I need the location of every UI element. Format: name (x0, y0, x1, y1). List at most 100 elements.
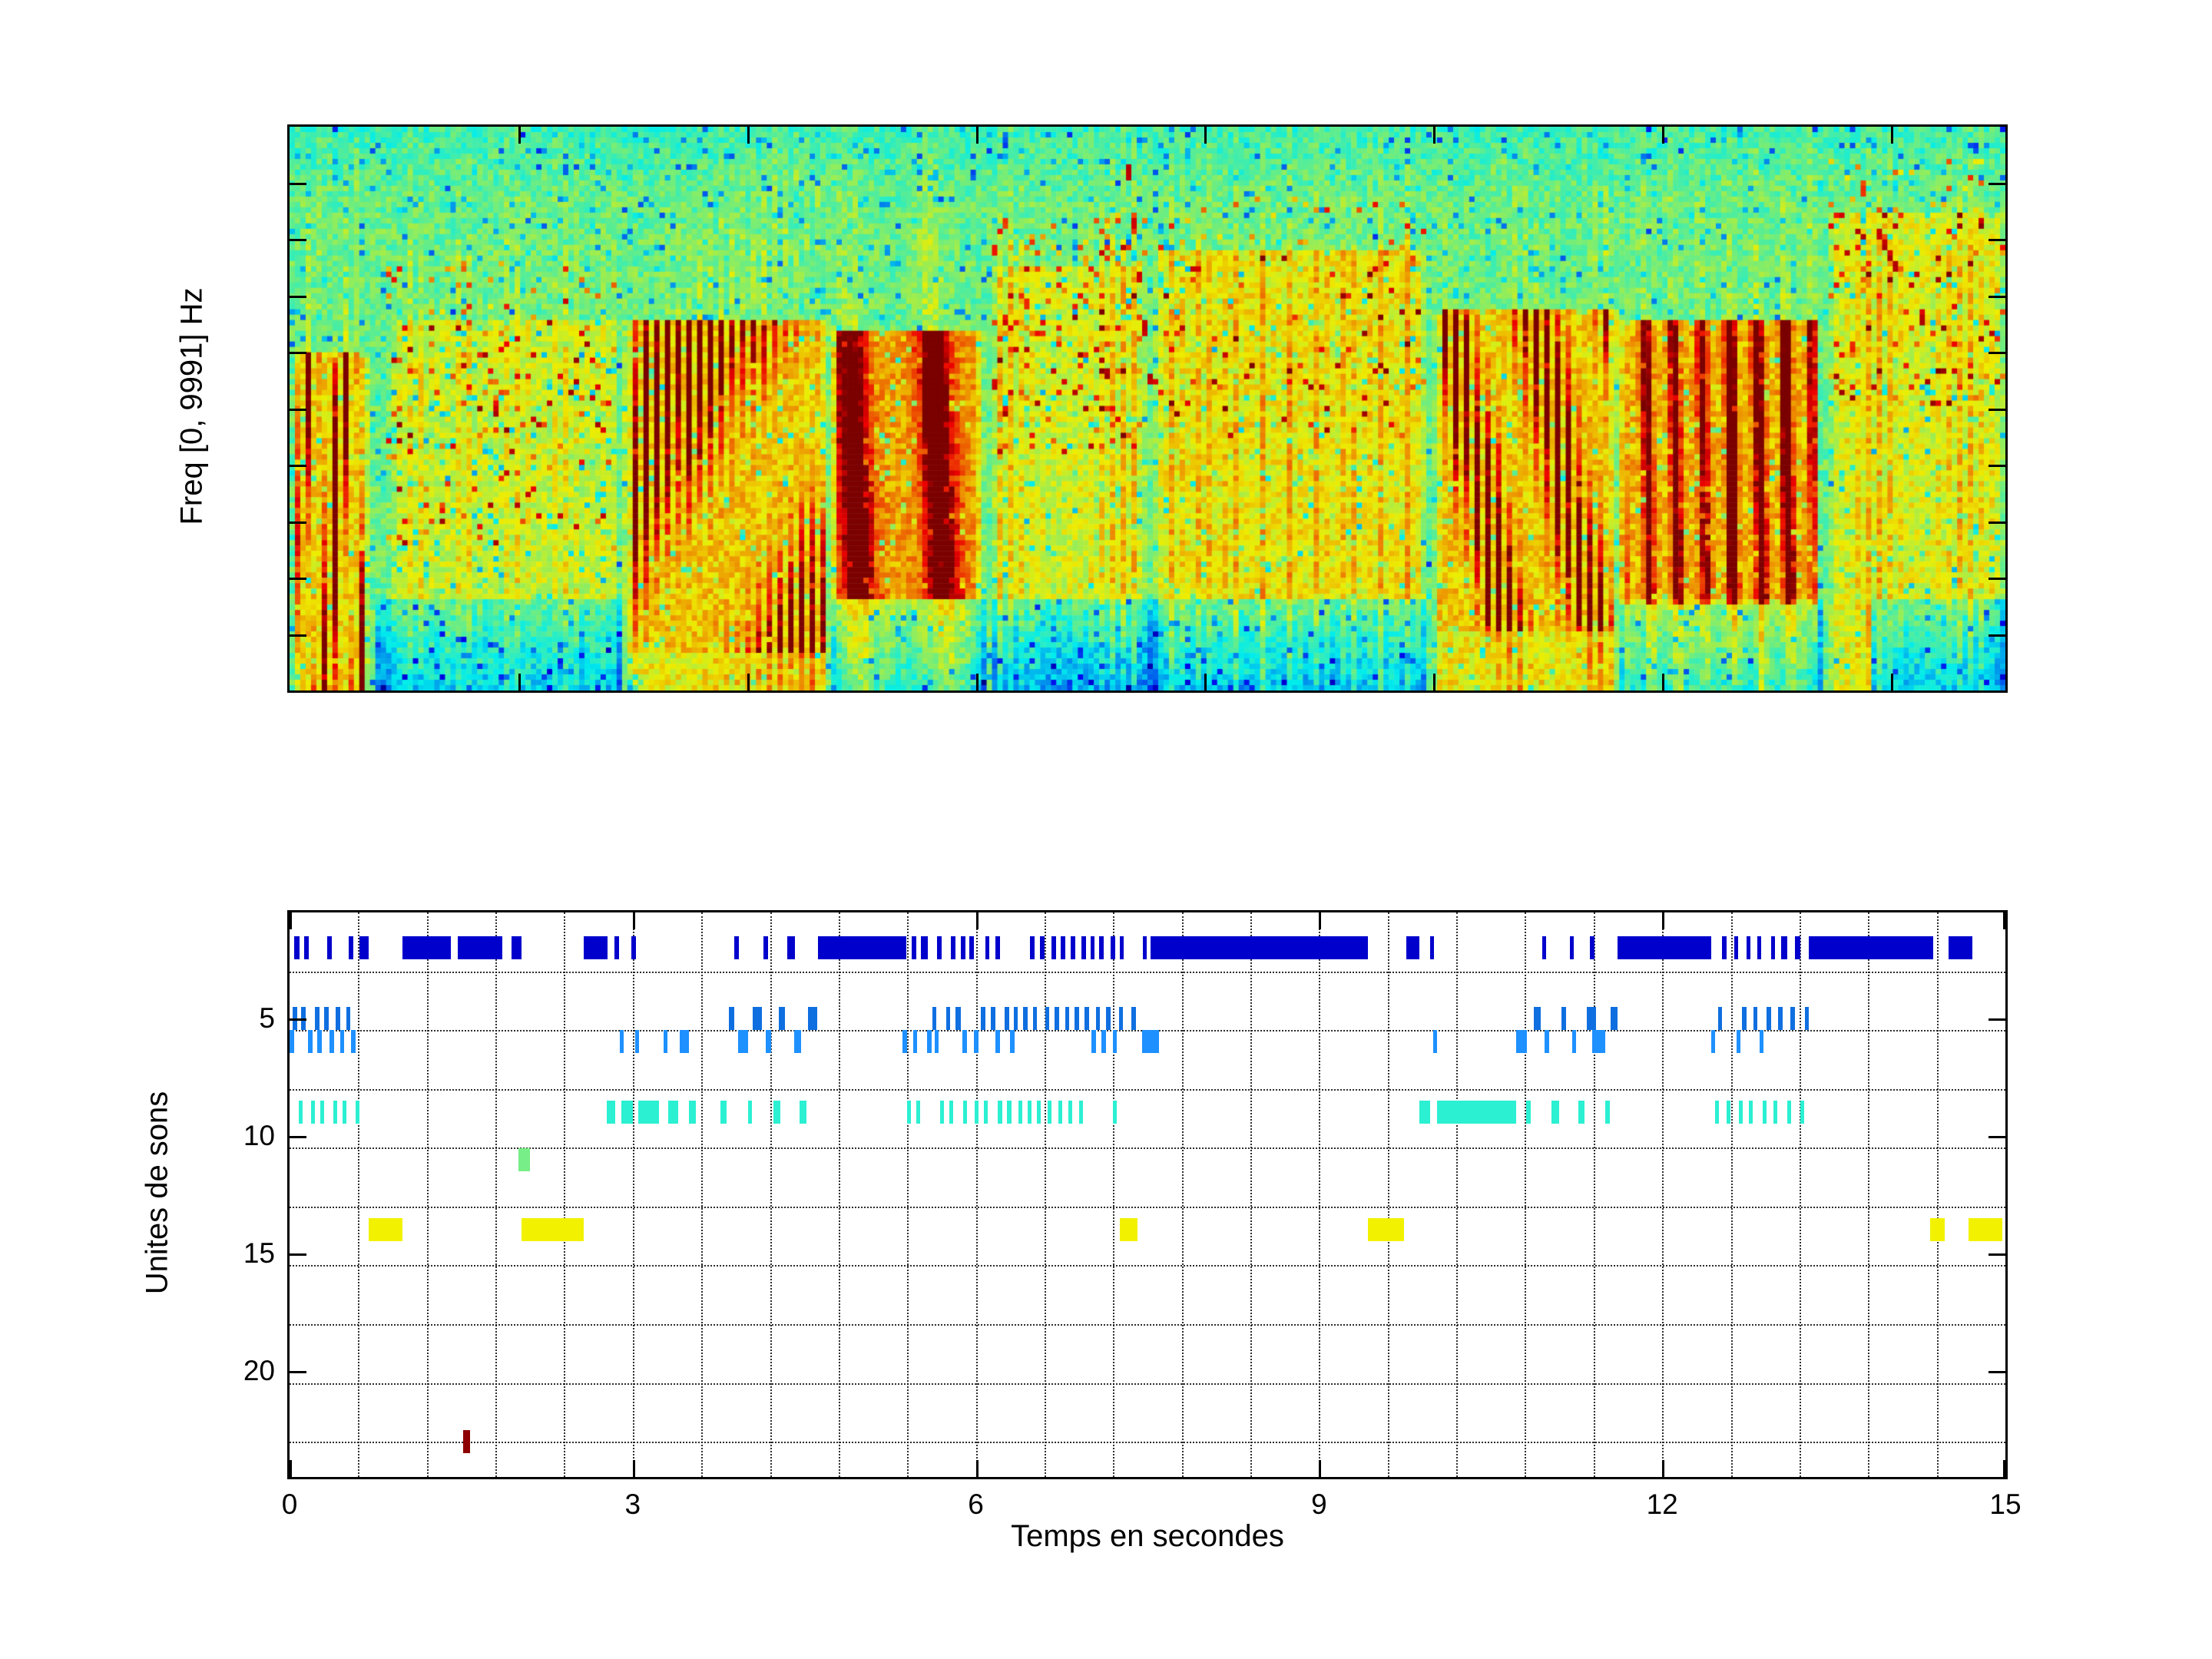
event-segment (1113, 1030, 1118, 1054)
event-segment (1777, 1006, 1783, 1030)
event-segment (720, 1101, 727, 1124)
event-segment (1534, 1006, 1541, 1030)
event-segment (606, 1101, 616, 1124)
event-segment (1101, 1030, 1107, 1054)
event-segment (518, 1147, 530, 1171)
event-segment (1111, 935, 1116, 959)
event-segment (921, 935, 929, 959)
event-segment (1120, 1218, 1137, 1242)
gridline-y (290, 1147, 2005, 1150)
event-segment (1759, 1030, 1763, 1054)
x-tick-top (1662, 912, 1665, 929)
gridline-x (495, 912, 498, 1477)
event-segment (1551, 1101, 1560, 1124)
gridline-x (1387, 912, 1389, 1477)
event-segment (962, 1030, 967, 1054)
spec-x-tick-top (975, 127, 979, 144)
event-segment (1095, 1006, 1100, 1030)
event-segment (1969, 1218, 2002, 1242)
gridline-x (358, 912, 360, 1477)
gridline-x (1662, 912, 1664, 1477)
y-tick-label: 10 (243, 1119, 275, 1151)
spec-y-tick-right (1988, 578, 2005, 581)
gridline-x (564, 912, 566, 1477)
spec-x-tick-top (518, 127, 521, 144)
event-segment (1027, 1101, 1031, 1124)
event-segment (1747, 935, 1751, 959)
event-segment (620, 1030, 624, 1054)
event-segment (323, 1006, 329, 1030)
spec-y-tick-right (1988, 352, 2005, 355)
event-segment (1808, 935, 1934, 959)
gridline-x (1250, 912, 1253, 1477)
event-segment (949, 1101, 954, 1124)
event-segment (359, 935, 369, 959)
event-segment (1429, 935, 1434, 959)
event-segment (984, 1101, 988, 1124)
event-segment (907, 1101, 912, 1124)
event-segment (1045, 1006, 1050, 1030)
event-segment (1586, 1006, 1596, 1030)
event-segment (1541, 935, 1546, 959)
event-segment (1753, 1006, 1758, 1030)
x-tick-label: 12 (1646, 1488, 1678, 1520)
x-tick (632, 1460, 635, 1477)
spec-y-tick (290, 578, 306, 581)
event-segment (793, 1030, 801, 1054)
event-segment (1714, 1101, 1719, 1124)
event-segment (1078, 1101, 1083, 1124)
event-segment (1611, 1006, 1618, 1030)
event-segment (1544, 1030, 1549, 1054)
spec-y-tick-right (1988, 521, 2005, 524)
gridline-x (426, 912, 429, 1477)
gridline-x (1044, 912, 1046, 1477)
event-segment (1929, 1218, 1945, 1242)
event-segment (1737, 1030, 1740, 1054)
x-tick (290, 1460, 292, 1477)
event-segment (1515, 1030, 1528, 1054)
event-segment (320, 1101, 325, 1124)
event-segment (748, 1101, 753, 1124)
gridline-x (1456, 912, 1459, 1477)
event-segment (1040, 935, 1045, 959)
event-segment (940, 1101, 945, 1124)
x-tick-top (290, 912, 292, 929)
event-segment (1734, 935, 1739, 959)
x-tick-label: 15 (1989, 1488, 2022, 1520)
gridline-x (1936, 912, 1939, 1477)
event-segment (1074, 1006, 1079, 1030)
event-segment (1738, 1101, 1743, 1124)
event-segment (1106, 1006, 1111, 1030)
event-segment (307, 1030, 313, 1054)
event-segment (975, 1101, 979, 1124)
event-segment (926, 1030, 932, 1054)
event-segment (1618, 935, 1712, 959)
spec-x-tick (747, 674, 750, 690)
x-tick-label: 3 (624, 1488, 641, 1520)
event-segment (950, 935, 955, 959)
event-segment (1081, 935, 1086, 959)
gridline-x (1730, 912, 1733, 1477)
gridline-x (1181, 912, 1184, 1477)
event-segment (1051, 935, 1056, 959)
event-segment (1068, 1101, 1073, 1124)
event-segment (753, 1006, 763, 1030)
spectrogram-axes (287, 124, 2008, 693)
event-segment (1766, 1006, 1771, 1030)
event-segment (1406, 935, 1420, 959)
spectrogram-image (290, 127, 2005, 690)
event-segment (311, 1101, 316, 1124)
gridline-y (290, 1088, 2005, 1091)
y-tick-right (1988, 1371, 2005, 1374)
event-segment (1592, 1030, 1605, 1054)
y-tick-right (1988, 1135, 2005, 1138)
event-segment (734, 935, 740, 959)
event-segment (765, 1030, 771, 1054)
event-segment (1010, 1030, 1015, 1054)
gridline-x (975, 912, 978, 1477)
event-segment (807, 1006, 817, 1030)
spec-x-tick (1662, 674, 1665, 690)
event-segment (351, 1030, 356, 1054)
gridline-y (290, 1382, 2005, 1385)
event-segment (1060, 935, 1065, 959)
